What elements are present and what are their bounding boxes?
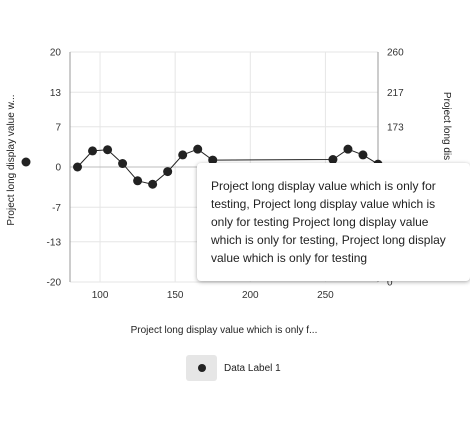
x-tick-label: 200: [242, 290, 259, 301]
tooltip: Project long display value which is only…: [197, 163, 470, 281]
y-tick-label: 20: [50, 48, 62, 59]
legend-item-data-label-1[interactable]: [186, 355, 217, 381]
y2-tick-label: 260: [387, 48, 404, 59]
x-tick-label: 100: [92, 290, 109, 301]
y2-tick-label: 0: [387, 278, 393, 289]
y2-tick-label: 217: [387, 88, 404, 99]
data-point[interactable]: [103, 145, 113, 155]
x-tick-label: 250: [317, 290, 334, 301]
data-point[interactable]: [208, 155, 218, 165]
legend-label: Data Label 1: [224, 362, 281, 374]
data-point[interactable]: [118, 159, 128, 169]
data-point[interactable]: [163, 167, 173, 177]
y2-tick-label: 173: [387, 122, 404, 133]
data-point[interactable]: [88, 146, 98, 156]
y-axis-title: Project long display value w...: [6, 94, 17, 225]
legend-marker-icon: [197, 364, 206, 372]
axis-labels: 100 150 200 250 20 13 7 0 -7 -13 -20 260 217 173 0: [47, 48, 405, 302]
x-axis-title: Project long display value which is only…: [131, 325, 318, 336]
y-tick-label: 13: [50, 88, 62, 99]
y2-axis-title: Project long dis: [441, 92, 452, 160]
y-axis-legend-marker: [21, 157, 31, 167]
y-tick-label: 0: [55, 163, 61, 174]
data-point[interactable]: [358, 150, 368, 160]
y-tick-label: 7: [55, 122, 61, 133]
legend: Data Label 1: [186, 355, 281, 381]
y-tick-label: -13: [47, 237, 62, 248]
data-point[interactable]: [343, 144, 353, 154]
tooltip-text: Project long display value which is only…: [211, 179, 446, 265]
data-point[interactable]: [148, 179, 158, 189]
series-points: [73, 144, 383, 189]
y-tick-label: -7: [52, 203, 61, 214]
x-tick-label: 150: [167, 290, 184, 301]
data-point[interactable]: [178, 150, 188, 160]
data-point[interactable]: [73, 162, 83, 172]
data-point[interactable]: [193, 144, 203, 154]
data-point[interactable]: [328, 155, 338, 165]
data-point[interactable]: [133, 176, 143, 186]
y-tick-label: -20: [47, 278, 62, 289]
